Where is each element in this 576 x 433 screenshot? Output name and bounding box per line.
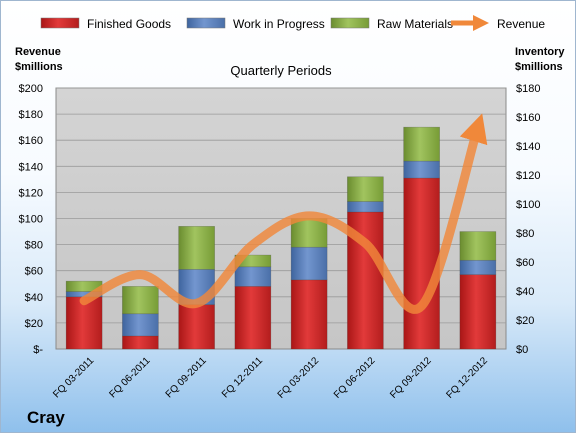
x-tick-label: FQ 12-2011 [220, 355, 265, 400]
y-right-tick-label: $20 [516, 315, 534, 327]
legend-label-work-in-progress: Work in Progress [233, 17, 325, 31]
bar-finished-goods-4 [234, 286, 272, 350]
y-left-axis-label-line2: $millions [15, 61, 63, 73]
x-tick-label: FQ 03-2012 [276, 355, 322, 401]
legend-label-revenue: Revenue [497, 17, 545, 31]
bar-finished-goods-3 [178, 304, 215, 350]
y-left-tick-label: $160 [19, 135, 43, 147]
bar-finished-goods-1 [65, 296, 103, 350]
bar-raw-materials-2 [122, 286, 159, 315]
y-right-tick-label: $40 [516, 286, 534, 298]
y-left-tick-label: $120 [19, 187, 43, 199]
y-right-tick-label: $60 [516, 257, 534, 269]
y-left-tick-label: $200 [19, 83, 43, 95]
y-right-axis-label-line2: $millions [515, 61, 563, 73]
bar-finished-goods-8 [459, 274, 497, 350]
legend-label-raw-materials: Raw Materials [377, 17, 453, 31]
chart-title: Quarterly Periods [230, 63, 332, 78]
legend-label-finished-goods: Finished Goods [87, 17, 171, 31]
bar-work-in-progress-8 [459, 259, 497, 275]
y-right-axis: $0 $20 $40 $60 $80 $100 $120 $140 $160 $180 [516, 83, 540, 356]
y-right-tick-label: $120 [516, 170, 540, 182]
y-right-tick-label: $180 [516, 83, 540, 95]
bar-finished-goods-2 [122, 335, 159, 350]
y-left-tick-label: $180 [19, 109, 43, 121]
y-right-tick-label: $160 [516, 112, 540, 124]
x-tick-label: FQ 09-2011 [164, 355, 209, 400]
x-axis: FQ 03-2011 FQ 06-2011 FQ 09-2011 FQ 12-2011… [51, 355, 490, 401]
bar-raw-materials-5 [290, 218, 328, 248]
bar-work-in-progress-5 [290, 246, 328, 281]
company-name: Cray [27, 408, 65, 427]
legend-swatch-work-in-progress [186, 17, 226, 29]
y-left-tick-label: $- [33, 344, 43, 356]
bar-work-in-progress-6 [347, 201, 384, 213]
bar-work-in-progress-7 [403, 160, 440, 179]
x-tick-label: FQ 09-2012 [388, 355, 434, 401]
x-tick-label: FQ 06-2011 [108, 355, 153, 400]
y-left-axis: $- $20 $40 $60 $80 $100 $120 $140 $160 $180 $200 [19, 83, 44, 356]
revenue-line [79, 113, 488, 314]
legend-swatch-raw-materials [330, 17, 370, 29]
bar-raw-materials-6 [347, 176, 384, 202]
legend-swatch-finished-goods [40, 17, 80, 29]
bar-raw-materials-8 [459, 231, 497, 261]
x-tick-label: FQ 03-2011 [51, 355, 96, 400]
y-left-tick-label: $100 [19, 214, 43, 226]
y-right-tick-label: $140 [516, 141, 540, 153]
bar-raw-materials-3 [178, 226, 215, 270]
y-right-tick-label: $0 [516, 344, 528, 356]
y-left-axis-label-line1: Revenue [15, 46, 61, 58]
bar-raw-materials-7 [403, 126, 440, 162]
bar-finished-goods-5 [290, 279, 328, 350]
y-left-tick-label: $40 [25, 292, 43, 304]
plot-area [55, 87, 507, 350]
y-right-tick-label: $100 [516, 199, 540, 211]
bar-work-in-progress-4 [234, 266, 272, 287]
y-left-tick-label: $140 [19, 161, 43, 173]
y-left-tick-label: $80 [25, 240, 43, 252]
bar-work-in-progress-2 [122, 313, 159, 337]
chart-legend: Finished Goods Work in Progress Raw Materi… [40, 14, 545, 32]
y-left-tick-label: $20 [25, 318, 43, 330]
x-tick-label: FQ 12-2012 [444, 355, 490, 401]
y-right-axis-label-line1: Inventory [515, 46, 565, 58]
x-tick-label: FQ 06-2012 [332, 355, 378, 401]
y-right-tick-label: $80 [516, 228, 534, 240]
y-left-tick-label: $60 [25, 266, 43, 278]
bar-finished-goods-7 [403, 177, 440, 350]
